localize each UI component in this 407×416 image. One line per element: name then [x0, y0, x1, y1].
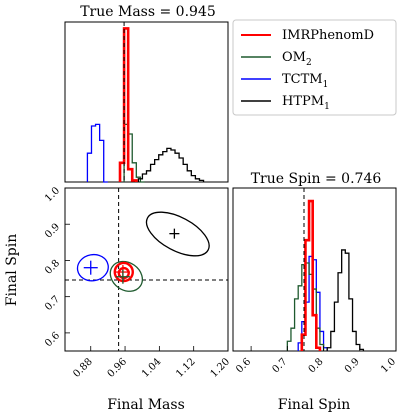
- legend-label: HTPM1: [282, 94, 330, 112]
- joint-ytick-label: 0.6: [43, 330, 62, 349]
- legend: IMRPhenomD OM2 TCTM1 HTPM1: [232, 19, 397, 116]
- joint-xtick-label: 1.04: [140, 356, 164, 380]
- legend-frame: [232, 19, 397, 116]
- spin-hist-xtick-label: 0.9: [343, 356, 362, 375]
- joint-contour-htpm: [145, 211, 210, 257]
- joint-ytick-label: 0.7: [43, 294, 62, 313]
- mass-histogram-panel: [64, 21, 229, 183]
- joint-contour-imrphenomd: [113, 261, 134, 283]
- joint-posterior-panel: 0.88 0.96 1.04 1.12 1.20 0.6 0.7 0.8 0.9 1.0: [43, 185, 232, 380]
- legend-label: TCTM1: [282, 72, 328, 90]
- joint-xlabel: Final Mass: [107, 397, 185, 413]
- mass-hist-series-tctm: [86, 123, 108, 183]
- spin-hist-xtick-label: 1.0: [379, 356, 398, 375]
- spin-hist-series-htpm: [326, 249, 365, 351]
- legend-label: OM2: [282, 50, 312, 68]
- mass-hist-frame: [64, 21, 229, 183]
- joint-ytick-label: 1.0: [43, 185, 62, 204]
- spin-hist-xtick-label: 0.6: [234, 356, 253, 375]
- joint-contour-tctm: [76, 253, 109, 282]
- legend-label: IMRPhenomD: [282, 28, 374, 43]
- spin-hist-series-imrphenomd: [300, 199, 322, 351]
- mass-hist-title: True Mass = 0.945: [80, 4, 216, 20]
- mass-hist-series-imrphenomd: [118, 27, 138, 182]
- mass-hist-series-htpm: [137, 147, 205, 182]
- spin-hist-xtick-label: 0.8: [307, 356, 326, 375]
- joint-ytick-label: 0.8: [43, 258, 62, 277]
- joint-marker-om: [115, 269, 130, 284]
- spin-hist-frame: [232, 187, 397, 352]
- joint-xtick-label: 1.12: [174, 356, 198, 380]
- spin-hist-xlabel: Final Spin: [278, 397, 351, 413]
- joint-marker-tctm: [83, 260, 98, 275]
- joint-frame: [64, 187, 229, 352]
- joint-marker-htpm: [169, 228, 180, 239]
- legend-entry-imrphenomd: IMRPhenomD: [241, 28, 374, 43]
- joint-ytick-label: 0.9: [43, 222, 62, 241]
- spin-hist-title: True Spin = 0.746: [251, 171, 382, 187]
- joint-xtick-label: 1.20: [209, 356, 233, 380]
- spin-histogram-panel: 0.6 0.7 0.8 0.9 1.0: [232, 187, 398, 375]
- joint-inner-contour-imrphenomd: [117, 266, 130, 280]
- joint-contour-om: [109, 260, 144, 292]
- legend-entry-tctm: TCTM1: [241, 72, 328, 90]
- legend-entry-om: OM2: [241, 50, 312, 68]
- joint-xtick-label: 0.88: [71, 356, 95, 380]
- joint-xtick-label: 0.96: [106, 356, 130, 380]
- legend-entry-htpm: HTPM1: [241, 94, 330, 112]
- joint-ylabel: Final Spin: [4, 234, 20, 307]
- spin-hist-xtick-label: 0.7: [270, 356, 289, 375]
